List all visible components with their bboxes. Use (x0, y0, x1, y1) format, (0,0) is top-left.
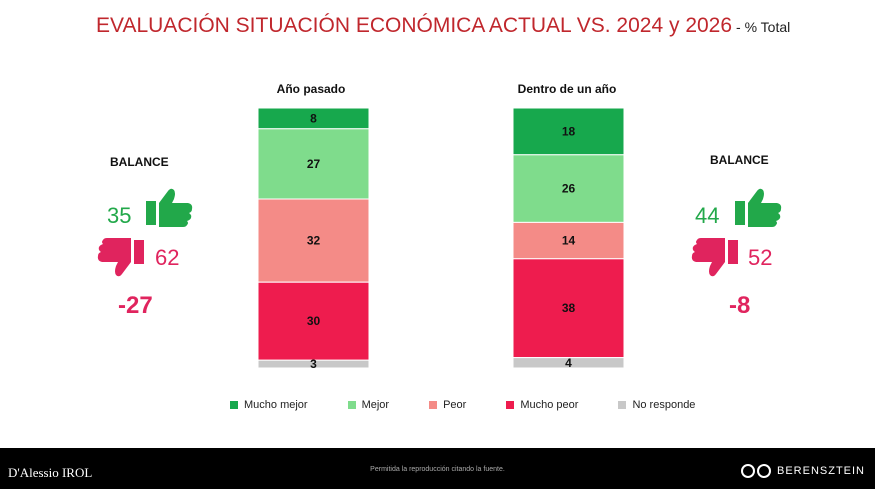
data-label: 8 (310, 111, 317, 125)
thumbs-down-icon (97, 238, 144, 277)
legend-label: Mucho peor (520, 399, 579, 411)
footer-center-text: Permitida la reproducción citando la fue… (370, 466, 505, 473)
balance-left-label: BALANCE (110, 155, 169, 169)
legend-item-mejor: Mejor (347, 399, 390, 411)
legend-label: Mucho mejor (244, 399, 308, 411)
balance-left-positive: 35 (107, 203, 132, 228)
page-title-block: EVALUACIÓN SITUACIÓN ECONÓMICA ACTUAL VS… (96, 14, 790, 38)
legend-label: Mejor (361, 399, 390, 411)
thumbs-up-icon (146, 188, 193, 227)
thumbs-up-icon (735, 188, 782, 227)
legend-label: No responde (632, 399, 696, 411)
data-label: 3 (310, 357, 317, 371)
bar-segment (512, 221, 625, 260)
data-label: 14 (562, 234, 576, 248)
balance-right-label: BALANCE (710, 153, 769, 167)
legend-label: Peor (443, 399, 467, 411)
legend-swatch (230, 401, 238, 409)
data-label: 32 (307, 234, 321, 248)
bar-segment (257, 128, 370, 200)
bar-segment (512, 357, 625, 369)
brand-logo-icon (740, 464, 755, 478)
chart-legend: Mucho mejor Mejor Peor Mucho peor No res… (230, 399, 735, 411)
bar-segment (257, 198, 370, 283)
footer-right-brand-block: BERENSZTEIN (740, 464, 865, 478)
data-label: 30 (307, 314, 321, 328)
page-subtitle: - % Total (736, 19, 791, 35)
legend-swatch (618, 401, 627, 409)
balance-left-net: -27 (118, 292, 153, 319)
bar-segment (512, 107, 625, 156)
balance-right-net: -8 (729, 292, 751, 319)
balance-right-negative: 52 (748, 245, 773, 270)
page-title: EVALUACIÓN SITUACIÓN ECONÓMICA ACTUAL VS… (96, 14, 733, 37)
bar-segment (512, 258, 625, 359)
data-label: 27 (307, 157, 321, 171)
thumbs-down-icon (691, 238, 738, 277)
balance-right-positive: 44 (695, 203, 720, 228)
legend-item-peor: Peor (429, 399, 466, 411)
footer-left-brand: D'Alessio IROL (8, 465, 93, 480)
legend-item-no-responde: No responde (618, 399, 695, 411)
legend-swatch (506, 401, 515, 409)
bar-segment (512, 154, 625, 223)
category-label-dentro-de-un-ano: Dentro de un año (517, 82, 617, 96)
category-label-ano-pasado: Año pasado (276, 82, 346, 96)
legend-item-mucho-mejor: Mucho mejor (230, 399, 308, 411)
data-label: 4 (565, 356, 572, 370)
data-label: 38 (562, 301, 576, 315)
balance-left-negative: 62 (155, 245, 180, 270)
legend-item-mucho-peor: Mucho peor (506, 399, 578, 411)
data-label: 18 (562, 124, 576, 138)
footer-right-brand: BERENSZTEIN (776, 465, 865, 477)
brand-logo-icon (756, 464, 771, 478)
legend-swatch (429, 401, 438, 409)
data-label: 26 (562, 182, 576, 196)
bar-segment (257, 359, 370, 369)
legend-swatch (347, 401, 356, 409)
footer-bar: D'Alessio IROL Permitida la reproducción… (0, 448, 875, 489)
